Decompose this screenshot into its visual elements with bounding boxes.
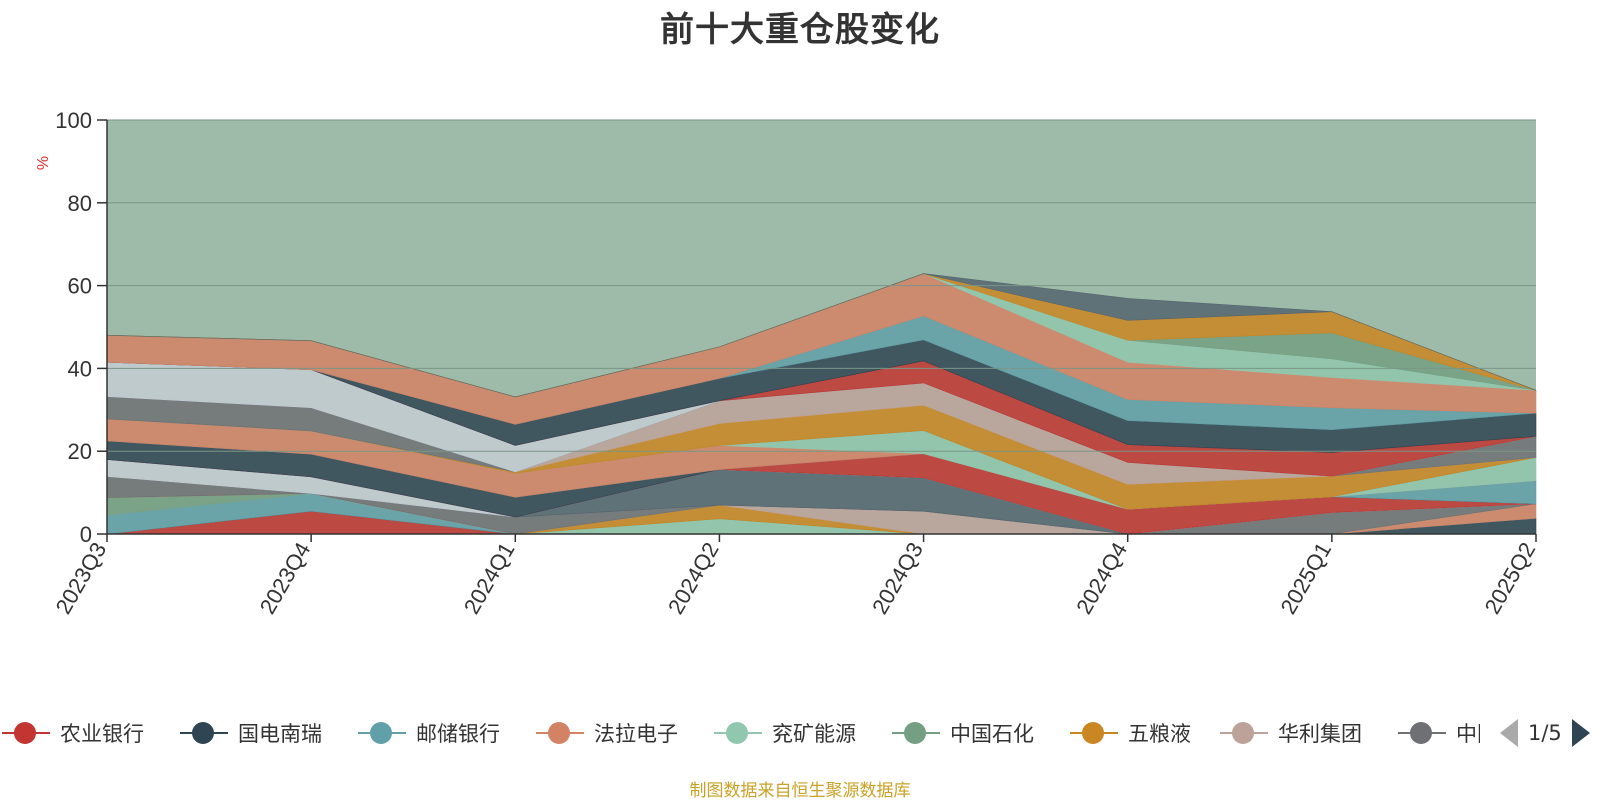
legend-marker-icon <box>0 714 52 752</box>
legend-pager: 1/5 <box>1500 714 1600 752</box>
legend-item-农业银行[interactable]: 农业银行 <box>0 714 144 752</box>
data-source-note: 制图数据来自恒生聚源数据库 <box>689 781 911 801</box>
legend-item-中国海油[interactable]: 中国海油 <box>1396 714 1480 752</box>
legend-next-page-icon[interactable] <box>1571 719 1590 747</box>
legend-marker-icon <box>534 714 586 752</box>
chart-title: 前十大重仓股变化 <box>660 10 940 50</box>
y-tick-label: 0 <box>80 522 92 547</box>
legend-label: 农业银行 <box>60 722 144 746</box>
y-axis-label: % <box>35 156 52 170</box>
x-tick-label: 2024Q4 <box>1071 538 1132 618</box>
y-tick-label: 20 <box>68 439 92 464</box>
stacked-area-chart: 0 20 40 60 80 100 2023Q3 2023Q4 2024Q1 2024Q2 2024… <box>35 108 1541 618</box>
legend-item-兖矿能源[interactable]: 兖矿能源 <box>712 714 856 752</box>
legend-item-华利集团[interactable]: 华利集团 <box>1218 714 1362 752</box>
legend-item-邮储银行[interactable]: 邮储银行 <box>356 714 500 752</box>
legend-marker-icon <box>178 714 230 752</box>
legend-item-中国石化[interactable]: 中国石化 <box>890 714 1034 752</box>
x-tick-label: 2024Q2 <box>663 538 724 618</box>
chart-legend: 农业银行 国电南瑞 邮储银行 法拉电子 兖矿能源 中国石化 五粮液 华利集团 中国海油 <box>0 714 1480 752</box>
legend-item-五粮液[interactable]: 五粮液 <box>1068 714 1191 752</box>
legend-label: 法拉电子 <box>594 722 678 746</box>
x-tick-label: 2024Q3 <box>867 538 928 618</box>
legend-label: 中国石化 <box>950 722 1034 746</box>
y-tick-label: 40 <box>68 356 92 381</box>
legend-marker-icon <box>890 714 942 752</box>
legend-item-国电南瑞[interactable]: 国电南瑞 <box>178 714 322 752</box>
legend-label: 五粮液 <box>1128 722 1191 746</box>
area-药明康德 <box>106 273 1537 398</box>
x-tick-label: 2023Q3 <box>51 538 112 618</box>
y-tick-label: 100 <box>55 108 92 133</box>
x-tick-label: 2023Q4 <box>255 538 316 618</box>
legend-item-法拉电子[interactable]: 法拉电子 <box>534 714 678 752</box>
x-tick-label: 2025Q2 <box>1480 538 1541 618</box>
legend-page-indicator: 1/5 <box>1528 721 1562 745</box>
legend-label: 国电南瑞 <box>238 722 322 746</box>
x-tick-label: 2024Q1 <box>459 538 520 618</box>
legend-marker-icon <box>1218 714 1270 752</box>
x-tick-label: 2025Q1 <box>1275 538 1336 618</box>
legend-label: 兖矿能源 <box>772 722 856 746</box>
legend-marker-icon <box>712 714 764 752</box>
legend-label: 华利集团 <box>1278 722 1362 746</box>
legend-marker-icon <box>356 714 408 752</box>
legend-marker-icon <box>1068 714 1120 752</box>
legend-marker-icon <box>1396 714 1448 752</box>
legend-label: 邮储银行 <box>416 722 500 746</box>
y-tick-label: 60 <box>68 274 92 299</box>
legend-label: 中国海油 <box>1456 722 1480 746</box>
y-tick-label: 80 <box>68 191 92 216</box>
legend-prev-page-icon[interactable] <box>1500 719 1518 747</box>
